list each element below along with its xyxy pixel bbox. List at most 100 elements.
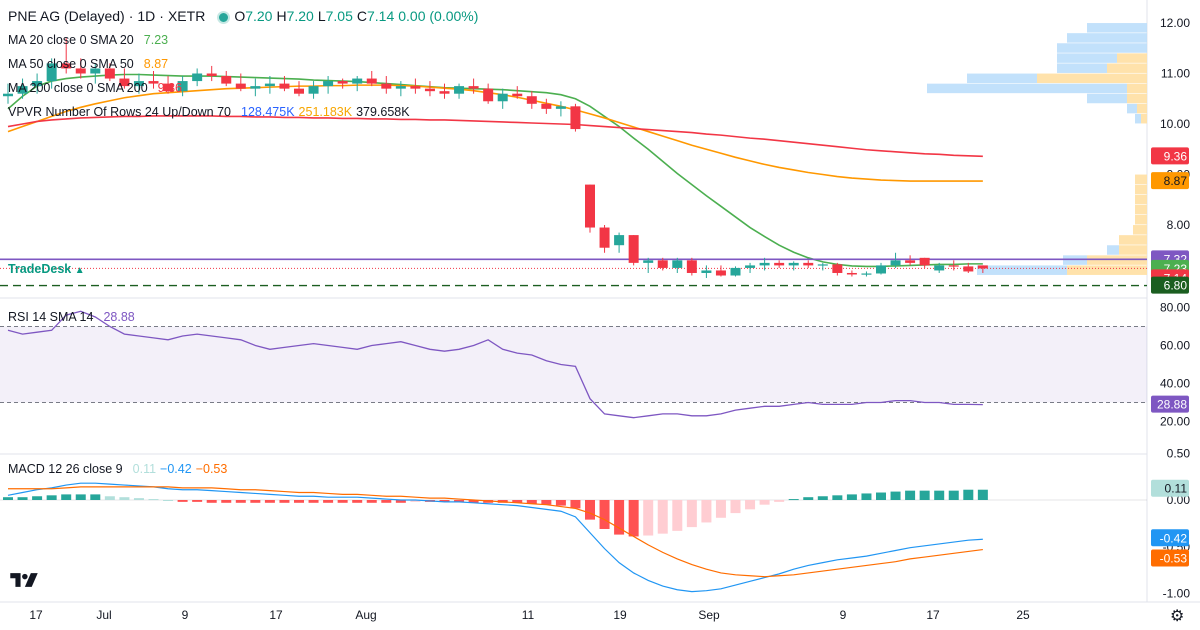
- candle-body: [32, 81, 43, 87]
- macd-histogram-bar: [337, 500, 348, 503]
- price-tick-label: 10.00: [1160, 117, 1190, 131]
- macd-pane: [0, 482, 1147, 593]
- vpvr-legend[interactable]: VPVR Number Of Rows 24 Up/Down 70 128.475…: [8, 104, 414, 120]
- volume-profile-up-bar: [1127, 83, 1147, 94]
- candle-body: [788, 262, 799, 266]
- volume-profile-up-bar: [1135, 214, 1147, 225]
- macd-histogram-bar: [192, 500, 203, 502]
- time-tick-label: 9: [182, 608, 189, 622]
- ma20-value: 7.23: [143, 33, 169, 47]
- macd-histogram-bar: [803, 497, 814, 500]
- rsi-label: RSI 14 SMA 14: [8, 310, 94, 324]
- support-badge-bg: [1151, 276, 1189, 294]
- macd-histogram-bar: [250, 500, 261, 503]
- price-tick-label: 11.00: [1161, 67, 1190, 81]
- candle-body: [846, 272, 857, 275]
- macd-histogram-bar: [672, 500, 683, 531]
- tradingview-logo-icon[interactable]: [8, 568, 40, 592]
- candle-body: [876, 265, 886, 274]
- ma20-legend[interactable]: MA 20 close 0 SMA 20 7.23: [8, 32, 172, 48]
- candle-body: [235, 83, 246, 89]
- candle-body: [701, 270, 712, 273]
- interval-label[interactable]: 1D: [137, 8, 156, 24]
- macd-histogram-bar: [410, 500, 421, 502]
- tradedesk-text: TradeDesk: [8, 262, 72, 276]
- candle-body: [628, 235, 639, 263]
- volume-profile-down-bar: [1087, 23, 1147, 33]
- rsi-badge: 28.88: [1157, 398, 1187, 412]
- ma-line: [7, 115, 983, 158]
- macd-histogram-bar: [555, 500, 566, 506]
- macd-signal-line: [8, 486, 983, 578]
- volume-profile-down-bar: [1067, 33, 1147, 43]
- ma50-legend[interactable]: MA 50 close 0 SMA 50 8.87: [8, 56, 172, 72]
- volume-profile-down-bar: [927, 83, 1127, 94]
- macd-histogram-bar: [919, 490, 930, 500]
- macd-hist-badge: 0.11: [1165, 482, 1188, 496]
- ma200-badge-bg: [1151, 147, 1189, 165]
- macd-histogram-bar: [75, 494, 86, 500]
- ma200-label: MA 200 close 0 SMA 200: [8, 81, 148, 95]
- high-label: H: [276, 8, 287, 24]
- ma50-badge: 8.87: [1164, 174, 1188, 188]
- candle-body: [657, 260, 668, 268]
- rsi-tick-label: 60.00: [1160, 339, 1190, 353]
- volume-profile-up-bar: [1135, 194, 1147, 205]
- ma200-legend[interactable]: MA 200 close 0 SMA 200 9.36: [8, 80, 186, 96]
- volume-profile-up-bar: [1127, 93, 1147, 104]
- candle-body: [395, 86, 406, 89]
- macd-histogram-bar: [890, 491, 901, 500]
- market-status-icon[interactable]: [217, 10, 231, 24]
- macd-histogram-bar: [439, 500, 450, 502]
- candle-body: [323, 81, 334, 87]
- price-axis: 12.0011.0010.009.008.0080.0060.0040.0020…: [1160, 16, 1190, 601]
- candle-body: [381, 83, 392, 89]
- candle-body: [119, 78, 130, 87]
- rsi-legend[interactable]: RSI 14 SMA 14 28.88: [8, 309, 139, 325]
- symbol-name: PNE AG (Delayed): [8, 8, 125, 24]
- candle-body: [803, 262, 814, 266]
- volume-profile-down-bar: [1127, 103, 1137, 114]
- time-tick-label: 17: [926, 608, 940, 622]
- candle-body: [977, 265, 988, 269]
- macd-histogram-bar: [614, 500, 625, 535]
- macd-histogram-bar: [3, 497, 13, 500]
- open-value: 7.20: [245, 8, 273, 24]
- time-tick-label: 25: [1016, 608, 1030, 622]
- vpvr-down-value: 251.183K: [298, 105, 353, 119]
- candle-body: [555, 106, 566, 109]
- tradedesk-label[interactable]: TradeDesk ▲: [8, 262, 85, 276]
- time-tick-label: 19: [613, 608, 627, 622]
- candles: [3, 38, 988, 279]
- macd-signal-badge: -0.53: [1160, 552, 1188, 566]
- candle-body: [861, 273, 872, 275]
- macd-histogram-bar: [235, 500, 246, 503]
- candle-body: [250, 86, 261, 89]
- settings-gear-icon[interactable]: ⚙: [1170, 608, 1185, 625]
- macd-histogram-bar: [308, 500, 319, 503]
- volume-profile-up-bar: [1135, 184, 1147, 195]
- volume-profile-up-bar: [1119, 245, 1147, 255]
- macd-histogram-bar: [759, 500, 770, 505]
- macd-histogram-bar: [264, 500, 275, 503]
- macd-histogram-bar: [570, 500, 581, 509]
- open-label: O: [234, 8, 246, 24]
- candle-body: [817, 264, 828, 266]
- support-badge: 6.80: [1164, 279, 1188, 293]
- volume-profile-down-bar: [1057, 63, 1107, 73]
- macd-histogram-bar: [279, 500, 290, 503]
- candle-body: [424, 88, 435, 92]
- axis-badges: 9.368.877.327.237.146.8028.880.11-0.42-0…: [1151, 147, 1189, 567]
- candle-body: [308, 86, 319, 94]
- macd-legend[interactable]: MACD 12 26 close 9 0.11 −0.42 −0.53: [8, 461, 231, 477]
- macd-histogram-bar: [541, 500, 552, 505]
- candle-body: [104, 68, 115, 79]
- price-tick-label: 12.00: [1160, 16, 1190, 30]
- candle-body: [279, 83, 290, 89]
- ma50-label: MA 50 close 0 SMA 50: [8, 57, 134, 71]
- tradedesk-arrow-icon: ▲: [74, 265, 85, 276]
- macd-histogram-bar: [294, 500, 304, 503]
- low-label: L: [317, 8, 326, 24]
- macd-line: [7, 482, 983, 593]
